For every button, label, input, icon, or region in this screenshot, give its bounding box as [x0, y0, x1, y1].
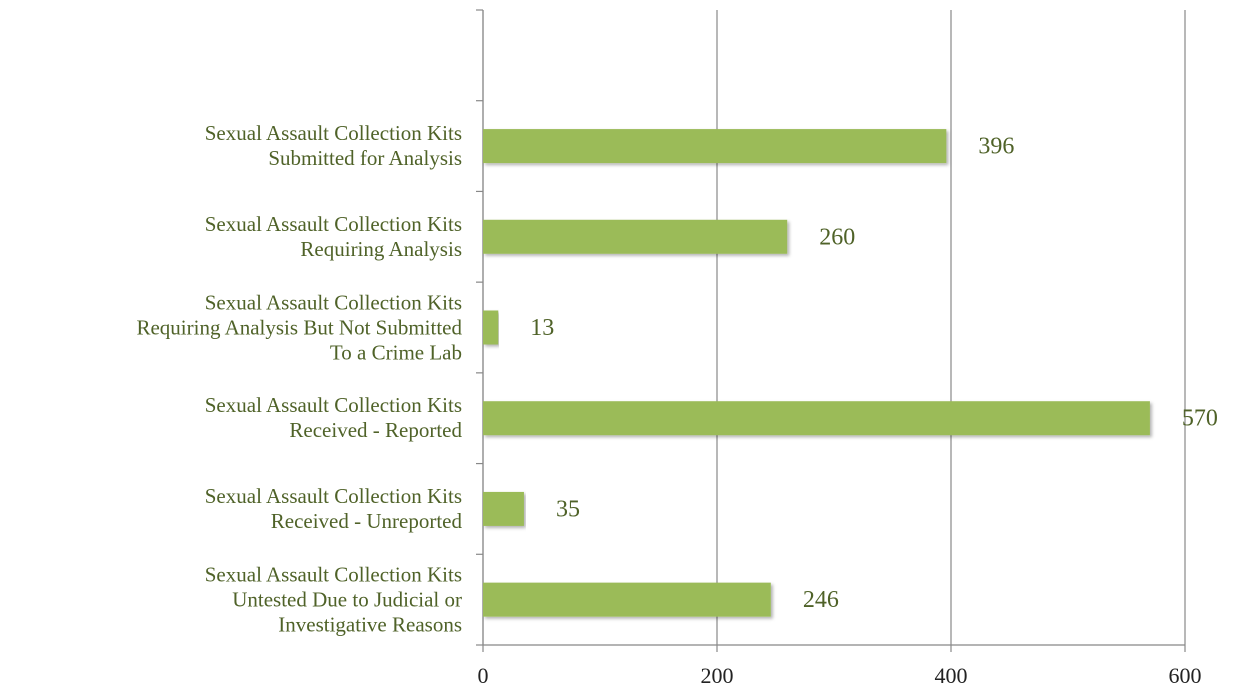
bar — [483, 401, 1150, 436]
value-label: 246 — [803, 587, 839, 613]
value-label: 396 — [978, 134, 1014, 160]
value-label: 570 — [1182, 406, 1218, 432]
bar — [483, 129, 947, 164]
bar — [483, 310, 499, 345]
value-label: 260 — [819, 224, 855, 250]
x-tick-label: 200 — [701, 663, 734, 688]
category-label: Sexual Assault Collection Kits Requiring… — [204, 211, 462, 261]
category-label: Sexual Assault Collection Kits Submitted… — [204, 121, 462, 171]
value-label: 35 — [556, 496, 580, 522]
bar — [483, 582, 771, 617]
category-label: Sexual Assault Collection Kits Requiring… — [136, 290, 462, 364]
category-label: Sexual Assault Collection Kits Received … — [204, 483, 462, 533]
value-label: 13 — [530, 315, 554, 341]
bar — [483, 491, 524, 526]
x-tick-label: 600 — [1169, 663, 1202, 688]
category-label: Sexual Assault Collection Kits Received … — [204, 393, 462, 443]
x-tick-label: 400 — [935, 663, 968, 688]
category-label: Sexual Assault Collection Kits Untested … — [204, 562, 462, 637]
bar — [483, 219, 788, 254]
x-tick-label: 0 — [478, 663, 489, 688]
